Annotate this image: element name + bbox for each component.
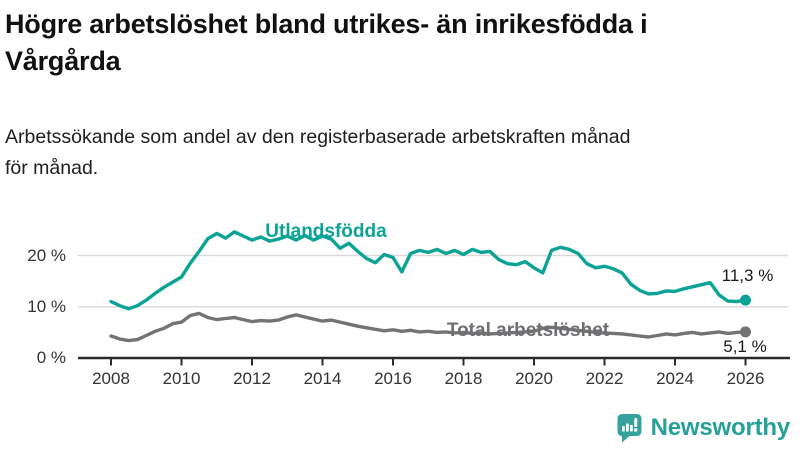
end-value-label-total: 5,1 % xyxy=(723,337,767,356)
y-tick-label: 10 % xyxy=(27,296,66,316)
newsworthy-branding: Newsworthy xyxy=(616,413,790,443)
line-chart-canvas xyxy=(78,230,790,366)
end-value-label-utlandsfodda: 11,3 % xyxy=(721,266,774,285)
x-tick-label: 2022 xyxy=(585,369,624,388)
chart-subtitle-line2: för månad. xyxy=(5,157,99,179)
newsworthy-logo-icon xyxy=(617,414,642,443)
x-tick-label: 2012 xyxy=(233,369,271,388)
x-tick-label: 2010 xyxy=(162,369,201,388)
series-label-total-arbetsloshet: Total arbetslöshet xyxy=(446,320,610,341)
y-tick-label: 20 % xyxy=(27,245,66,265)
newsworthy-logo-text: Newsworthy xyxy=(650,414,791,441)
chart-subtitle: Arbetssökande som andel av den registerb… xyxy=(5,122,790,184)
x-tick-label: 2020 xyxy=(515,369,553,388)
page-title: Högre arbetslöshet bland utrikes- än inr… xyxy=(5,6,795,80)
chart-subtitle-line1: Arbetssökande som andel av den registerb… xyxy=(5,126,631,148)
x-tick-label: 2026 xyxy=(726,369,765,388)
unemployment-line-chart: 0 % 10 % 20 % 2008 2010 2012 2014 2016 2018 2020… xyxy=(0,210,800,415)
page-title-line2: Vårgårda xyxy=(5,46,121,76)
x-tick-label: 2024 xyxy=(656,369,694,388)
x-tick-label: 2008 xyxy=(92,369,130,388)
x-tick-label: 2014 xyxy=(303,369,342,388)
x-tick-label: 2018 xyxy=(444,369,483,388)
y-tick-label: 0 % xyxy=(36,348,66,367)
series-label-utlandsfodda: Utlandsfödda xyxy=(265,221,387,242)
page-title-line1: Högre arbetslöshet bland utrikes- än inr… xyxy=(5,9,648,39)
x-tick-label: 2016 xyxy=(374,369,412,388)
